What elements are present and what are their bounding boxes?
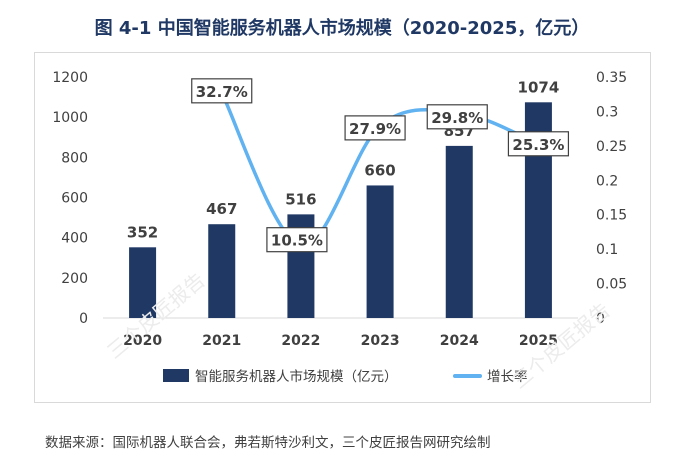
y-right-tick-label: 0.3 bbox=[596, 104, 618, 120]
growth-label-box bbox=[507, 131, 570, 157]
source-note: 数据来源：国际机器人联合会，弗若斯特沙利文，三个皮匠报告网研究绘制 bbox=[45, 435, 491, 451]
x-tick-label: 2021 bbox=[202, 333, 241, 349]
bar-value-label: 352 bbox=[127, 223, 158, 241]
x-tick-label: 2022 bbox=[281, 333, 320, 349]
y-left-tick-label: 0 bbox=[79, 311, 88, 327]
bar bbox=[129, 247, 157, 318]
x-tick-label: 2024 bbox=[440, 333, 479, 349]
growth-value-label: 32.7% bbox=[196, 83, 248, 101]
chart-title: 图 4-1 中国智能服务机器人市场规模（2020-2025，亿元） bbox=[94, 18, 590, 39]
y-left-tick-label: 1200 bbox=[52, 70, 88, 86]
growth-value-label: 25.3% bbox=[512, 136, 564, 154]
y-right-tick-label: 0.35 bbox=[596, 70, 627, 86]
x-tick-label: 2023 bbox=[361, 333, 400, 349]
y-left-tick-label: 200 bbox=[61, 271, 88, 287]
y-right-tick-label: 0.1 bbox=[596, 242, 618, 258]
y-left-tick-label: 400 bbox=[61, 231, 88, 247]
bar bbox=[445, 145, 473, 318]
bar-value-label: 660 bbox=[364, 161, 395, 179]
y-right-tick-label: 0 bbox=[596, 311, 605, 327]
y-right-tick-label: 0.05 bbox=[596, 277, 627, 293]
y-right-tick-label: 0.2 bbox=[596, 173, 618, 189]
bar-value-label: 516 bbox=[285, 190, 316, 208]
legend-bar-label: 智能服务机器人市场规模（亿元） bbox=[195, 368, 398, 385]
growth-label-box bbox=[344, 115, 406, 141]
growth-label-box bbox=[266, 227, 328, 253]
legend-line-label: 增长率 bbox=[487, 368, 528, 385]
x-tick-label: 2025 bbox=[519, 333, 558, 349]
bar-value-label: 467 bbox=[206, 200, 237, 218]
chart-frame bbox=[34, 52, 651, 403]
y-right-tick-label: 0.25 bbox=[596, 139, 627, 155]
y-right-tick-label: 0.15 bbox=[596, 208, 627, 224]
growth-label-box bbox=[426, 104, 488, 130]
y-left-tick-label: 800 bbox=[61, 150, 88, 166]
y-left-tick-label: 600 bbox=[61, 191, 88, 207]
x-tick-label: 2020 bbox=[123, 333, 162, 349]
growth-value-label: 29.8% bbox=[431, 109, 483, 127]
bar bbox=[208, 224, 236, 318]
y-left-tick-label: 1000 bbox=[52, 110, 88, 126]
growth-label-box bbox=[191, 78, 253, 104]
bar-value-label: 1074 bbox=[518, 78, 560, 96]
bar bbox=[366, 185, 394, 318]
legend-bar-swatch bbox=[163, 369, 189, 382]
growth-value-label: 27.9% bbox=[349, 120, 401, 138]
growth-value-label: 10.5% bbox=[271, 232, 323, 250]
